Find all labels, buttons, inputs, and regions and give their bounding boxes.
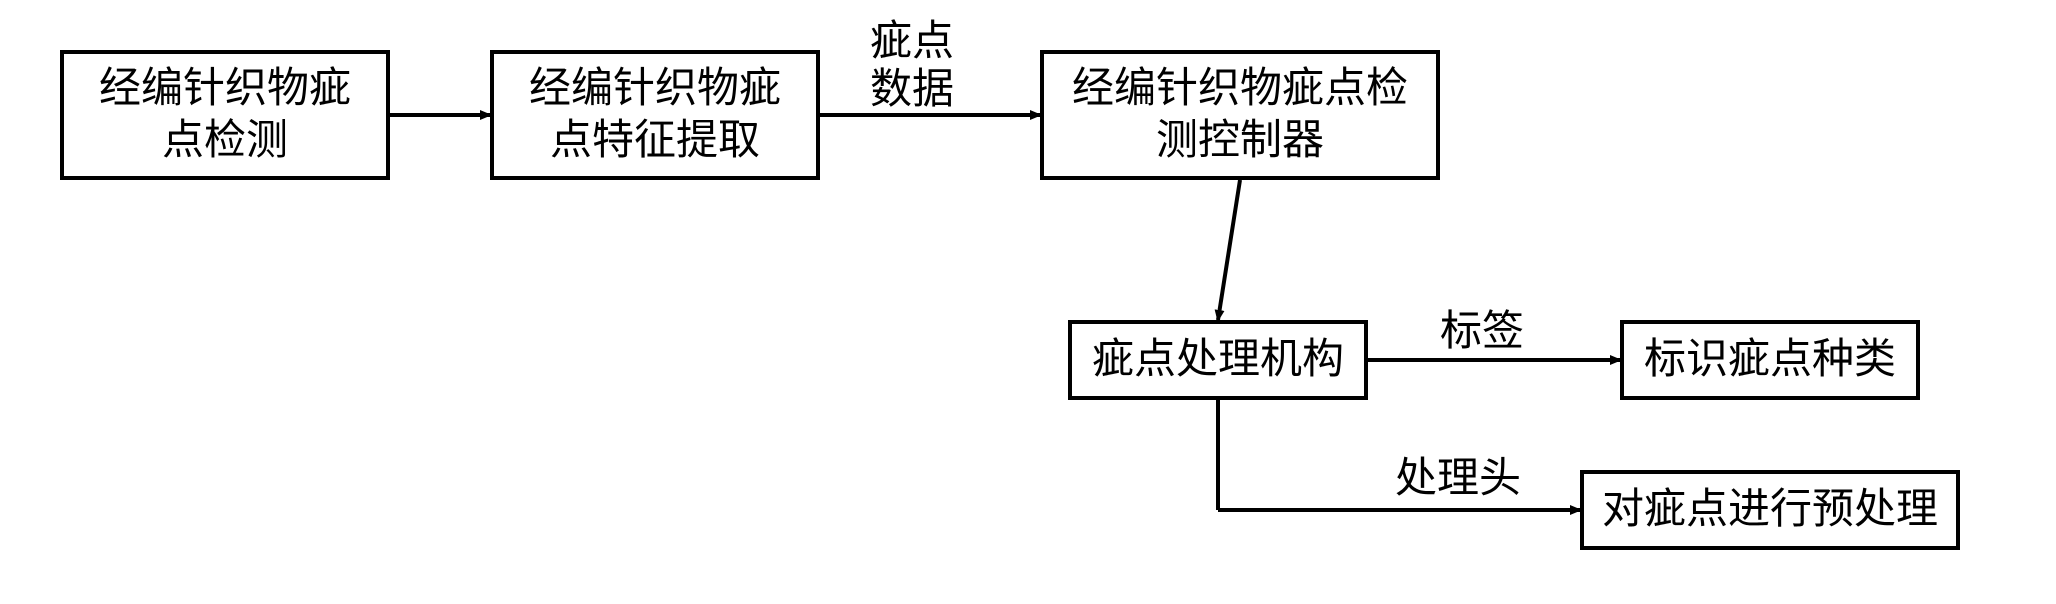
node-n5: 标识疵点种类 xyxy=(1620,320,1920,400)
edge-label-1: 疵点 数据 xyxy=(870,18,954,115)
edge-label-3: 标签 xyxy=(1440,308,1524,356)
node-label: 标识疵点种类 xyxy=(1644,334,1896,387)
edge-label-4: 处理头 xyxy=(1395,455,1521,503)
node-n1: 经编针织物疵 点检测 xyxy=(60,50,390,180)
node-n4: 疵点处理机构 xyxy=(1068,320,1368,400)
node-label: 疵点处理机构 xyxy=(1092,334,1344,387)
node-n6: 对疵点进行预处理 xyxy=(1580,470,1960,550)
node-n3: 经编针织物疵点检 测控制器 xyxy=(1040,50,1440,180)
node-n2: 经编针织物疵 点特征提取 xyxy=(490,50,820,180)
flowchart-canvas: 经编针织物疵 点检测 经编针织物疵 点特征提取 经编针织物疵点检 测控制器疵点处理机… xyxy=(0,0,2056,604)
node-label: 经编针织物疵点检 测控制器 xyxy=(1072,63,1408,168)
node-label: 对疵点进行预处理 xyxy=(1602,484,1938,537)
node-label: 经编针织物疵 点检测 xyxy=(99,63,351,168)
node-label: 经编针织物疵 点特征提取 xyxy=(529,63,781,168)
